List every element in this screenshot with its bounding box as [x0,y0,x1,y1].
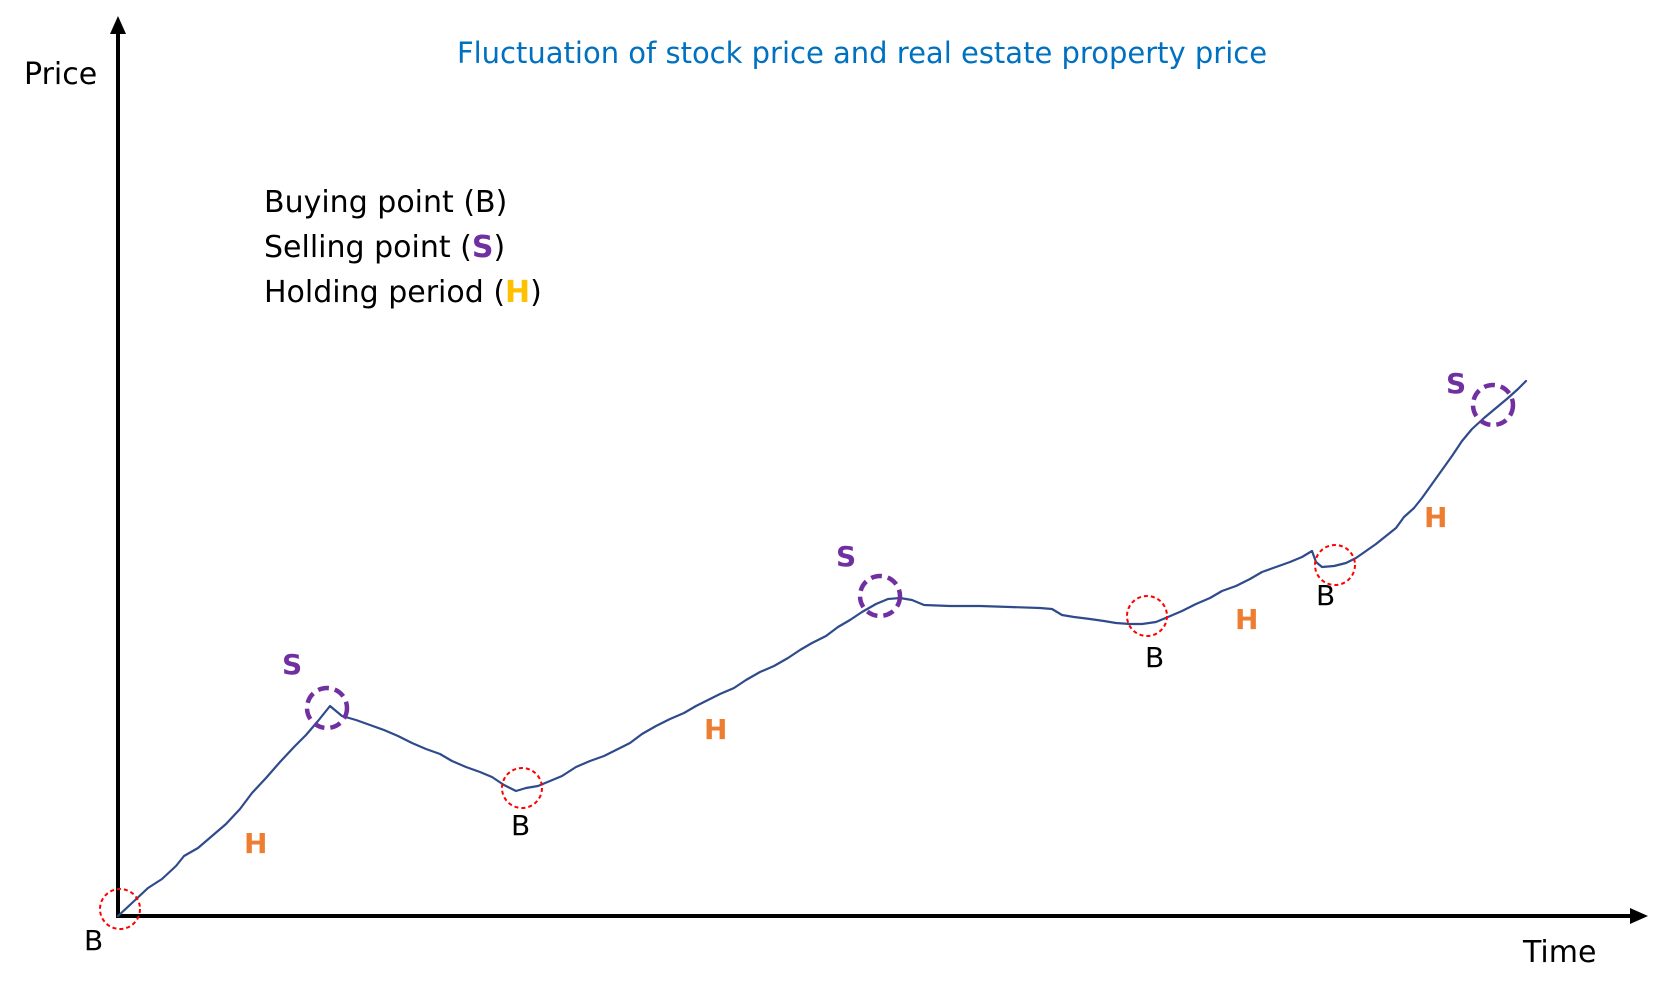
chart-title: Fluctuation of stock price and real esta… [457,36,1267,70]
buy-circle-3 [1126,595,1168,637]
buy-label-2: B [511,809,530,842]
x-axis-label: Time [1522,935,1596,970]
sell-circle-3 [1470,382,1516,428]
legend-holding-code: H [505,275,530,310]
legend-selling-code: S [472,230,494,265]
y-axis-label: Price [24,57,97,92]
hold-label-4: H [1424,501,1447,534]
legend-buying: Buying point (B) [264,185,507,220]
legend: Buying point (B) Selling point (S) Holdi… [264,185,542,310]
hold-label-3: H [1235,603,1258,636]
sell-label-3: S [1446,367,1466,400]
legend-holding: Holding period (H) [264,275,542,310]
buy-circle-1 [99,888,141,930]
x-axis-arrowhead [1630,908,1648,924]
sell-label-1: S [282,648,302,681]
price-line [116,379,1528,918]
hold-label-2: H [704,713,727,746]
sell-label-2: S [836,540,856,573]
legend-selling: Selling point (S) [264,230,505,265]
buy-label-4: B [1316,579,1335,612]
buy-circle-2 [501,767,543,809]
buy-label-3: B [1145,641,1164,674]
buy-circle-4 [1314,544,1356,586]
buy-label-1: B [84,924,103,957]
hold-label-1: H [244,827,267,860]
sell-circle-2 [857,573,903,619]
y-axis-arrowhead [110,16,126,34]
sell-circle-1 [304,685,350,731]
